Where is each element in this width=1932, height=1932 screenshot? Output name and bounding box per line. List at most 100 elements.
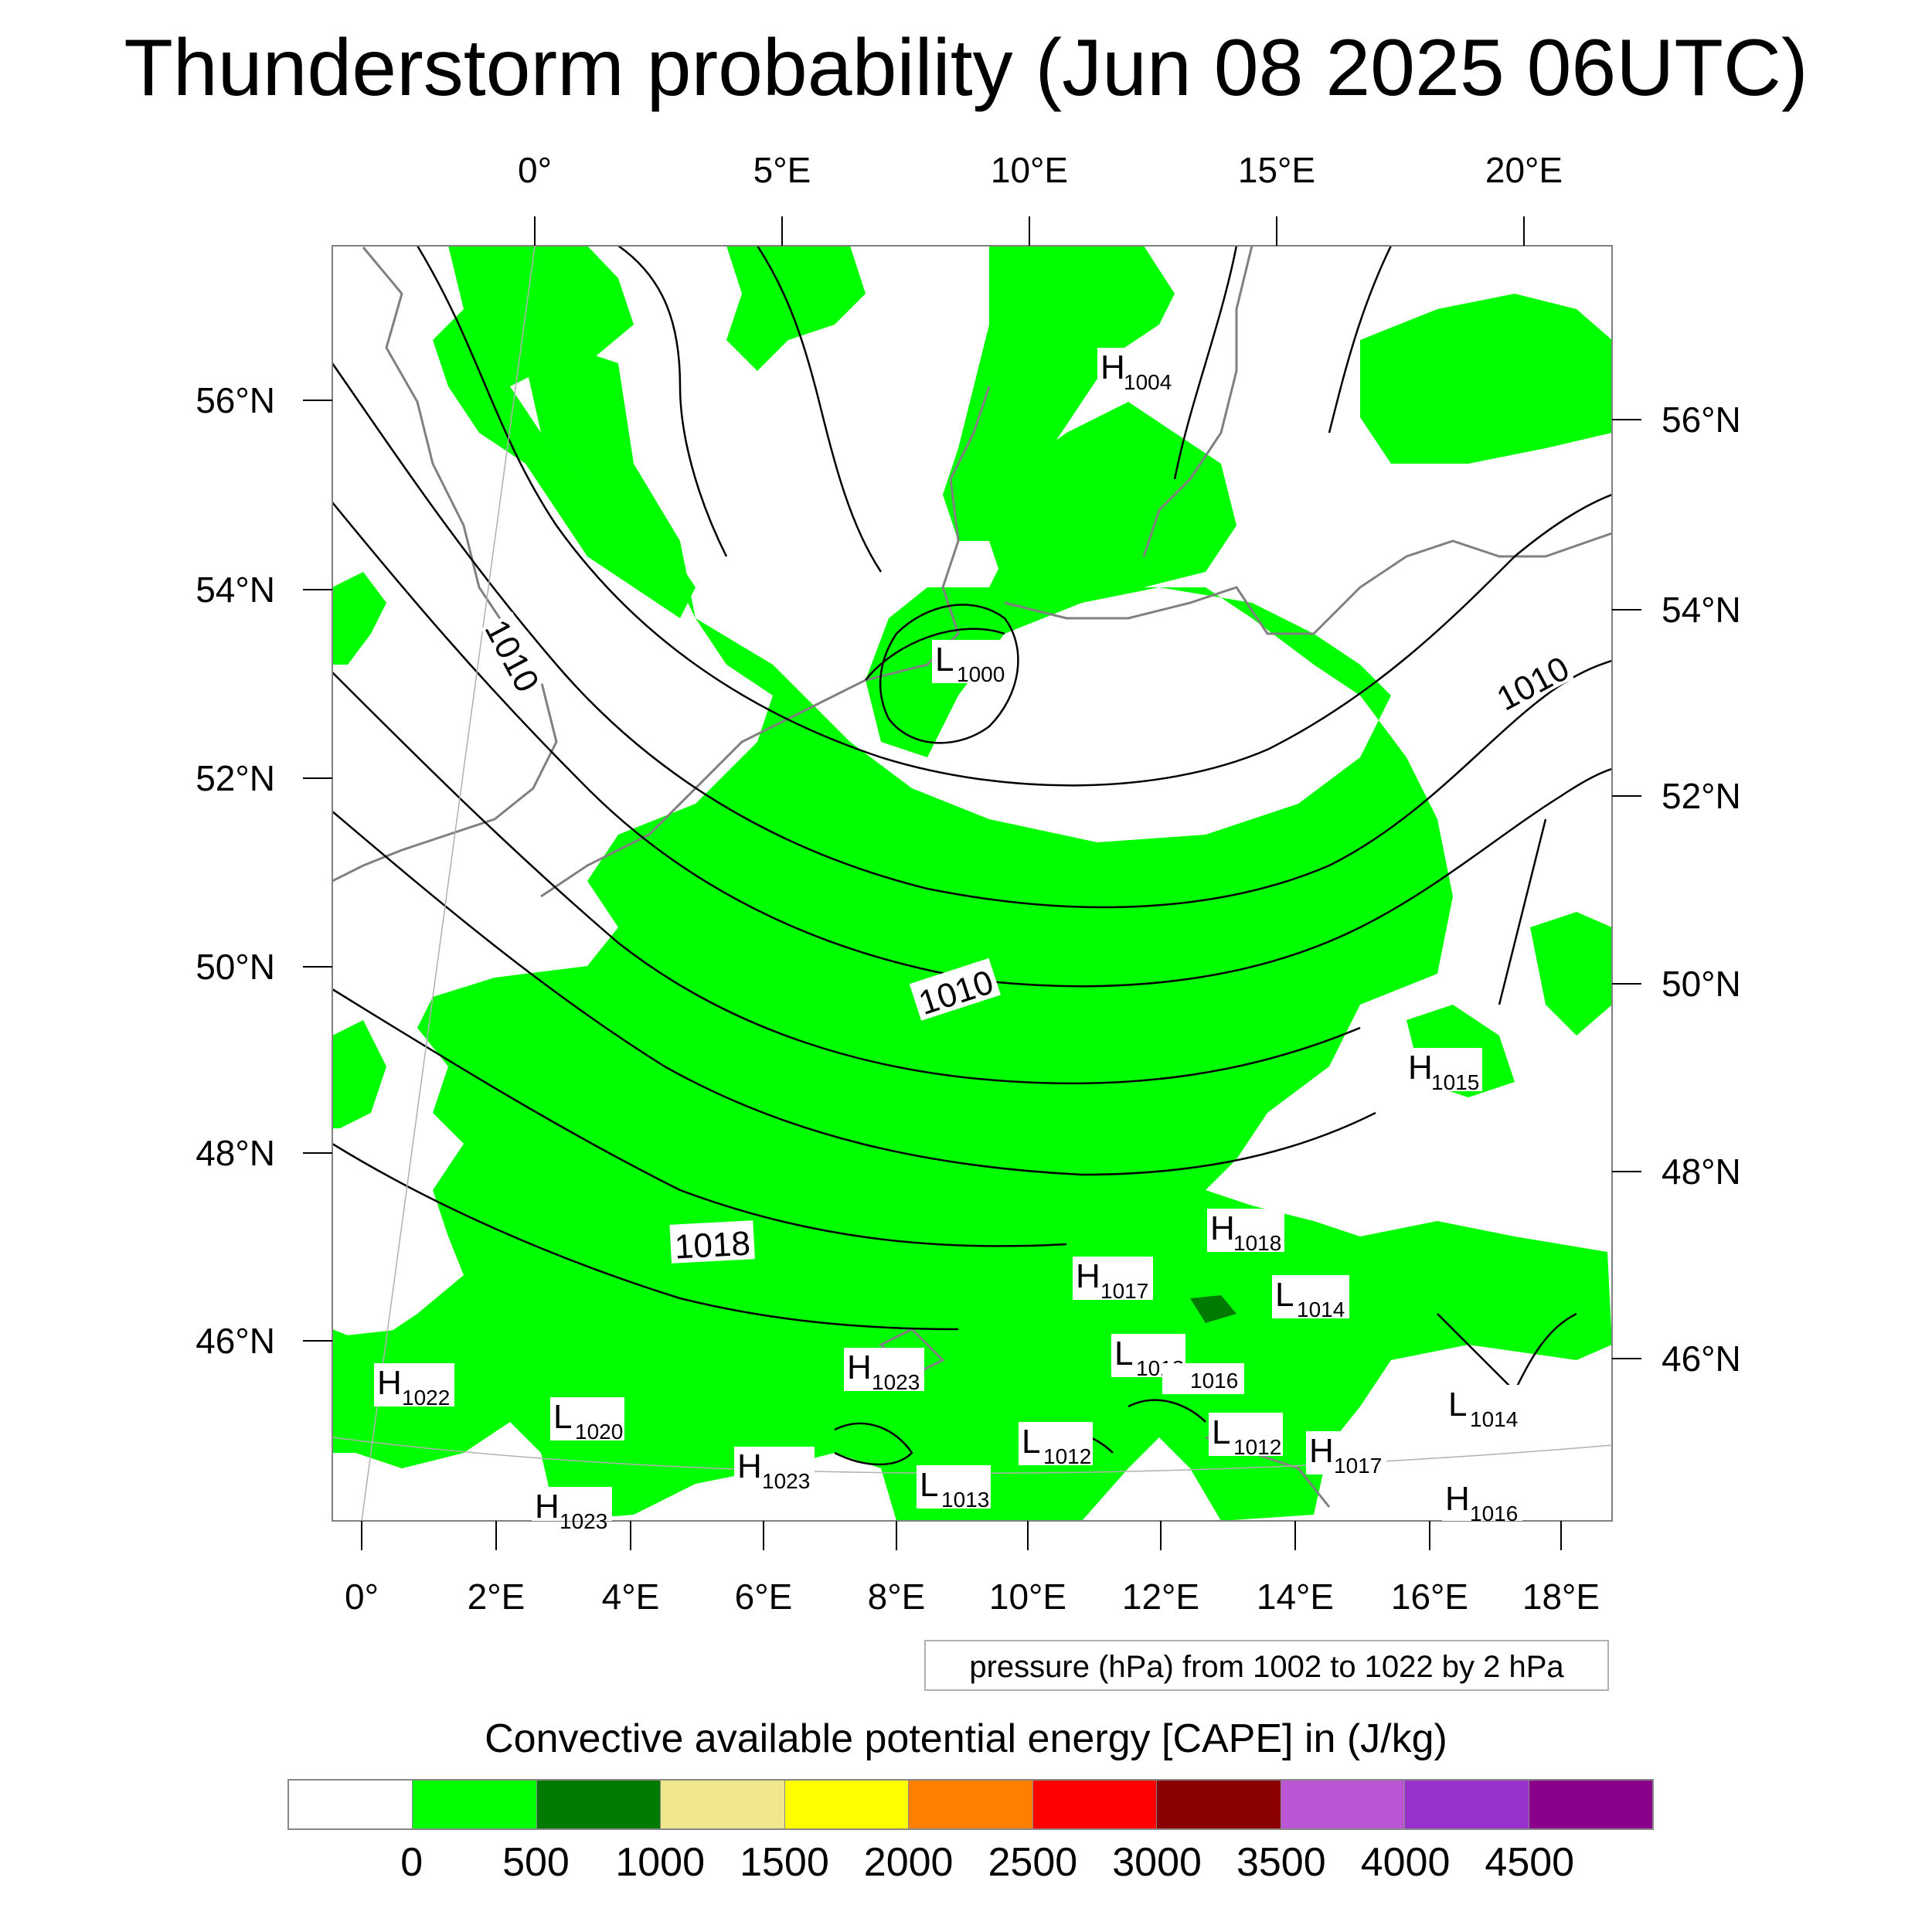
svg-text:1013: 1013 [941, 1488, 989, 1512]
isobar-north-sea [617, 246, 728, 557]
colorbar-swatch [413, 1781, 537, 1828]
svg-text:1012: 1012 [1043, 1444, 1091, 1468]
isobar-4 [332, 672, 1361, 1085]
colorbar-label: 500 [502, 1840, 570, 1885]
right-lat-label: 54°N [1662, 590, 1741, 630]
pressure-center: L 1000 [932, 640, 1006, 686]
pressure-center: L 1014 [1445, 1385, 1519, 1431]
svg-text:H: H [1210, 1209, 1235, 1247]
svg-text:H: H [1408, 1049, 1433, 1087]
isobar-low-center [879, 604, 1019, 744]
svg-text:1015: 1015 [1431, 1070, 1479, 1094]
svg-text:H: H [1100, 349, 1125, 386]
isobar-label: 1018 [669, 1220, 755, 1267]
isobar-low-center-2 [865, 628, 1005, 681]
left-lat-label: 48°N [196, 1133, 275, 1173]
isobar-east-2 [1328, 246, 1393, 434]
svg-text:L: L [935, 641, 954, 679]
cape-region-west [332, 572, 386, 665]
svg-text:1017: 1017 [1334, 1454, 1382, 1478]
cape-region-scandinavia [943, 246, 1175, 541]
isobars [332, 246, 1612, 1466]
isobar-6 [332, 988, 1067, 1247]
svg-text:L: L [920, 1466, 938, 1504]
cape-region-baltic [1360, 294, 1612, 464]
isobar-2 [332, 362, 1612, 909]
pressure-note: pressure (hPa) from 1002 to 1022 by 2 hP… [924, 1640, 1609, 1691]
bottom-lon-label: 18°E [1522, 1577, 1600, 1617]
svg-text:L: L [1022, 1423, 1040, 1461]
pressure-center: L 1014 [1272, 1275, 1349, 1321]
top-lon-label: 15°E [1238, 150, 1315, 190]
svg-text:1017: 1017 [1100, 1279, 1148, 1303]
isobar-label: 1010 [478, 611, 549, 699]
cape-region-north-sea [726, 246, 866, 371]
svg-text:1012: 1012 [1233, 1435, 1281, 1459]
map-title: Thunderstorm probability (Jun 08 2025 06… [124, 23, 1808, 113]
pressure-center: H 1017 [1073, 1257, 1153, 1303]
isobar-south-alps [834, 1422, 913, 1466]
top-lon-label: 20°E [1485, 150, 1563, 190]
svg-text:L: L [1448, 1386, 1467, 1423]
bottom-lon-label: 10°E [989, 1577, 1066, 1617]
isobar-1 [416, 246, 1612, 787]
pressure-center: H 1022 [374, 1363, 454, 1410]
top-lon-labels: 0° 5°E 10°E 15°E 20°E [518, 150, 1563, 190]
svg-text:L: L [1114, 1335, 1133, 1372]
pressure-center: H 1016 [1442, 1479, 1522, 1526]
bottom-lon-label: 16°E [1391, 1577, 1468, 1617]
left-lat-label: 50°N [196, 947, 275, 987]
pressure-center: H 1004 [1097, 348, 1175, 394]
svg-text:H: H [1076, 1257, 1100, 1295]
left-lat-label: 52°N [196, 758, 275, 798]
colorbar-labels: 0 500 1000 1500 2000 2500 3000 3500 4000 4500 [287, 1839, 1654, 1886]
right-lat-labels: 56°N 54°N 52°N 50°N 48°N 46°N [1662, 400, 1741, 1379]
bottom-lon-label: 0° [345, 1577, 379, 1617]
bottom-lon-label: 8°E [868, 1577, 926, 1617]
colorbar-label: 1500 [740, 1840, 829, 1885]
bottom-lon-label: 6°E [735, 1577, 793, 1617]
coastline-baltic [1004, 532, 1612, 635]
colorbar [287, 1779, 1654, 1830]
svg-text:H: H [377, 1364, 402, 1402]
top-lon-label: 10°E [991, 150, 1068, 190]
pressure-center: H 1023 [734, 1447, 815, 1493]
pressure-center: L 1012 [1209, 1413, 1283, 1459]
pressure-centers: H 1004 L 1000 H 1015 H 1018 H 1017 L 101… [374, 348, 1522, 1533]
isobar-label: 1010 [1488, 647, 1576, 718]
svg-text:H: H [1445, 1480, 1470, 1518]
isobar-north-sea-2 [756, 246, 883, 573]
svg-text:1010: 1010 [478, 614, 546, 698]
svg-text:1023: 1023 [762, 1469, 810, 1493]
left-lat-label: 54°N [196, 570, 275, 610]
pressure-center: H 1017 [1306, 1431, 1386, 1478]
svg-text:1018: 1018 [1233, 1231, 1281, 1255]
svg-text:L: L [553, 1398, 572, 1436]
pressure-center: H 1018 [1207, 1209, 1284, 1255]
top-lon-label: 5°E [753, 150, 811, 190]
svg-text:1014: 1014 [1297, 1298, 1345, 1321]
colorbar-title: Convective available potential energy [C… [485, 1716, 1447, 1761]
pressure-center: H 1023 [532, 1487, 612, 1533]
colorbar-swatch [1529, 1781, 1652, 1828]
top-lon-label: 0° [518, 150, 552, 190]
coastline-continent [540, 386, 991, 898]
svg-text:1023: 1023 [560, 1509, 607, 1533]
colorbar-swatch [1032, 1781, 1158, 1828]
pressure-center: L 1020 [550, 1397, 624, 1444]
isobar-7 [332, 1142, 959, 1331]
coastline-sweden [1142, 246, 1253, 557]
svg-text:1016: 1016 [1470, 1502, 1518, 1526]
top-ticks [534, 216, 1525, 246]
colorbar-swatch [661, 1781, 785, 1828]
cape-region-east [1530, 912, 1612, 1036]
right-ticks [1612, 419, 1641, 1359]
colorbar-swatch [289, 1781, 413, 1828]
colorbar-label: 1000 [615, 1840, 706, 1885]
colorbar-label: 3000 [1112, 1840, 1202, 1885]
svg-text:H: H [847, 1349, 872, 1386]
svg-text:H: H [535, 1488, 560, 1526]
pressure-center: L 1012 [1019, 1422, 1093, 1468]
colorbar-swatch [1281, 1781, 1406, 1828]
isobar-east-1 [1173, 246, 1238, 480]
